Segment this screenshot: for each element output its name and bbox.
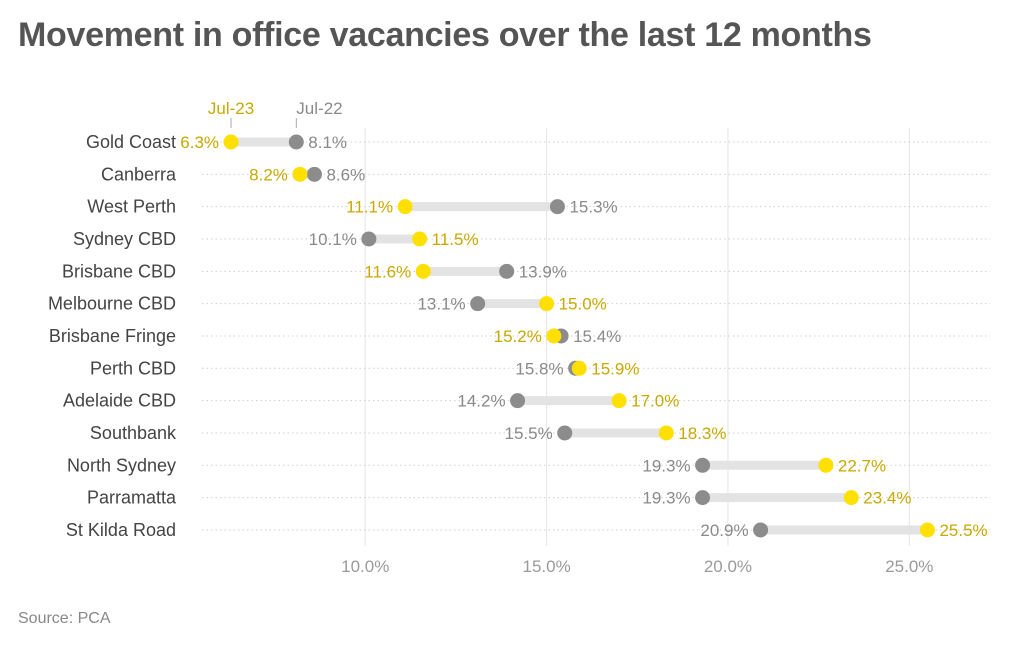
dumbbell-chart: 6.3% 8.1% 8.2% 8.6% 11.1% 15.3% 11.5% 10.1% 11.6… — [48, 99, 990, 576]
dot-jul22 — [753, 522, 769, 538]
category-label: St Kilda Road — [66, 520, 176, 540]
dot-jul23 — [611, 393, 627, 409]
dot-jul22 — [470, 296, 486, 312]
value-label-jul22: 15.4% — [573, 327, 621, 346]
legend-label-jul22: Jul-22 — [296, 99, 342, 118]
category-label: Brisbane CBD — [62, 261, 176, 281]
legend-label-jul23: Jul-23 — [208, 99, 254, 118]
dot-jul23 — [539, 296, 555, 312]
category-labels: Gold Coast Canberra West Perth Sydney CBD Br… — [48, 132, 177, 540]
dot-jul23 — [397, 199, 413, 215]
category-label: Brisbane Fringe — [49, 326, 176, 346]
value-label-jul22: 8.6% — [326, 165, 365, 184]
category-label: Perth CBD — [90, 358, 176, 378]
value-label-jul23: 15.9% — [591, 359, 639, 378]
value-label-jul23: 6.3% — [180, 133, 219, 152]
dot-jul23 — [818, 457, 834, 473]
category-label: Gold Coast — [86, 132, 176, 152]
dot-jul22 — [695, 490, 711, 506]
value-label-jul22: 15.5% — [505, 424, 553, 443]
value-label-jul22: 13.9% — [519, 262, 567, 281]
x-tick-labels: 10.0% 15.0% 20.0% 25.0% — [341, 557, 933, 576]
value-label-jul22: 15.3% — [569, 198, 617, 217]
source-note: Source: PCA — [18, 610, 111, 627]
dot-jul22 — [695, 457, 711, 473]
dots — [223, 134, 935, 538]
dot-jul22 — [499, 263, 515, 279]
dot-jul23 — [415, 263, 431, 279]
value-label-jul22: 20.9% — [700, 521, 748, 540]
category-label: Melbourne CBD — [48, 294, 176, 314]
value-label-jul23: 15.0% — [559, 295, 607, 314]
dot-jul23 — [571, 360, 587, 376]
value-label-jul23: 11.6% — [364, 262, 411, 281]
category-label: Southbank — [90, 423, 177, 443]
value-label-jul23: 17.0% — [631, 392, 679, 411]
dot-jul22 — [557, 425, 573, 441]
value-label-jul22: 8.1% — [308, 133, 347, 152]
dot-jul23 — [919, 522, 935, 538]
value-label-jul23: 22.7% — [838, 456, 886, 475]
category-label: Sydney CBD — [73, 229, 176, 249]
dot-jul23 — [843, 490, 859, 506]
dot-jul23 — [223, 134, 239, 150]
x-tick-label: 25.0% — [885, 557, 933, 576]
value-label-jul22: 13.1% — [417, 295, 465, 314]
value-label-jul23: 11.1% — [346, 198, 393, 217]
category-label: Canberra — [101, 164, 177, 184]
grid-layer — [364, 128, 910, 546]
value-label-jul23: 8.2% — [249, 165, 288, 184]
dot-jul23 — [546, 328, 562, 344]
value-label-jul23: 25.5% — [939, 521, 987, 540]
chart-title: Movement in office vacancies over the la… — [18, 16, 872, 54]
dot-jul23 — [412, 231, 428, 247]
category-label: West Perth — [87, 197, 176, 217]
category-label: North Sydney — [67, 455, 176, 475]
category-label: Parramatta — [87, 488, 177, 508]
value-label-jul22: 10.1% — [309, 230, 357, 249]
value-label-jul23: 23.4% — [863, 489, 911, 508]
value-label-jul22: 14.2% — [457, 392, 505, 411]
value-label-jul22: 19.3% — [642, 456, 690, 475]
dot-jul22 — [510, 393, 526, 409]
dot-jul22 — [549, 199, 565, 215]
row-guides — [202, 141, 990, 531]
x-tick-label: 10.0% — [341, 557, 389, 576]
dot-jul23 — [292, 166, 308, 182]
value-label-jul23: 11.5% — [432, 230, 479, 249]
dot-jul22 — [361, 231, 377, 247]
legend: Jul-23 Jul-22 — [208, 99, 343, 128]
x-tick-label: 20.0% — [704, 557, 752, 576]
x-tick-label: 15.0% — [522, 557, 570, 576]
dot-jul22 — [288, 134, 304, 150]
value-label-jul23: 18.3% — [678, 424, 726, 443]
value-label-jul22: 15.8% — [515, 359, 563, 378]
category-label: Adelaide CBD — [63, 391, 176, 411]
value-label-jul22: 19.3% — [642, 489, 690, 508]
dot-jul22 — [306, 166, 322, 182]
value-labels: 6.3% 8.1% 8.2% 8.6% 11.1% 15.3% 11.5% 10.1% 11.6… — [180, 133, 987, 540]
dot-jul23 — [658, 425, 674, 441]
value-label-jul23: 15.2% — [494, 327, 542, 346]
